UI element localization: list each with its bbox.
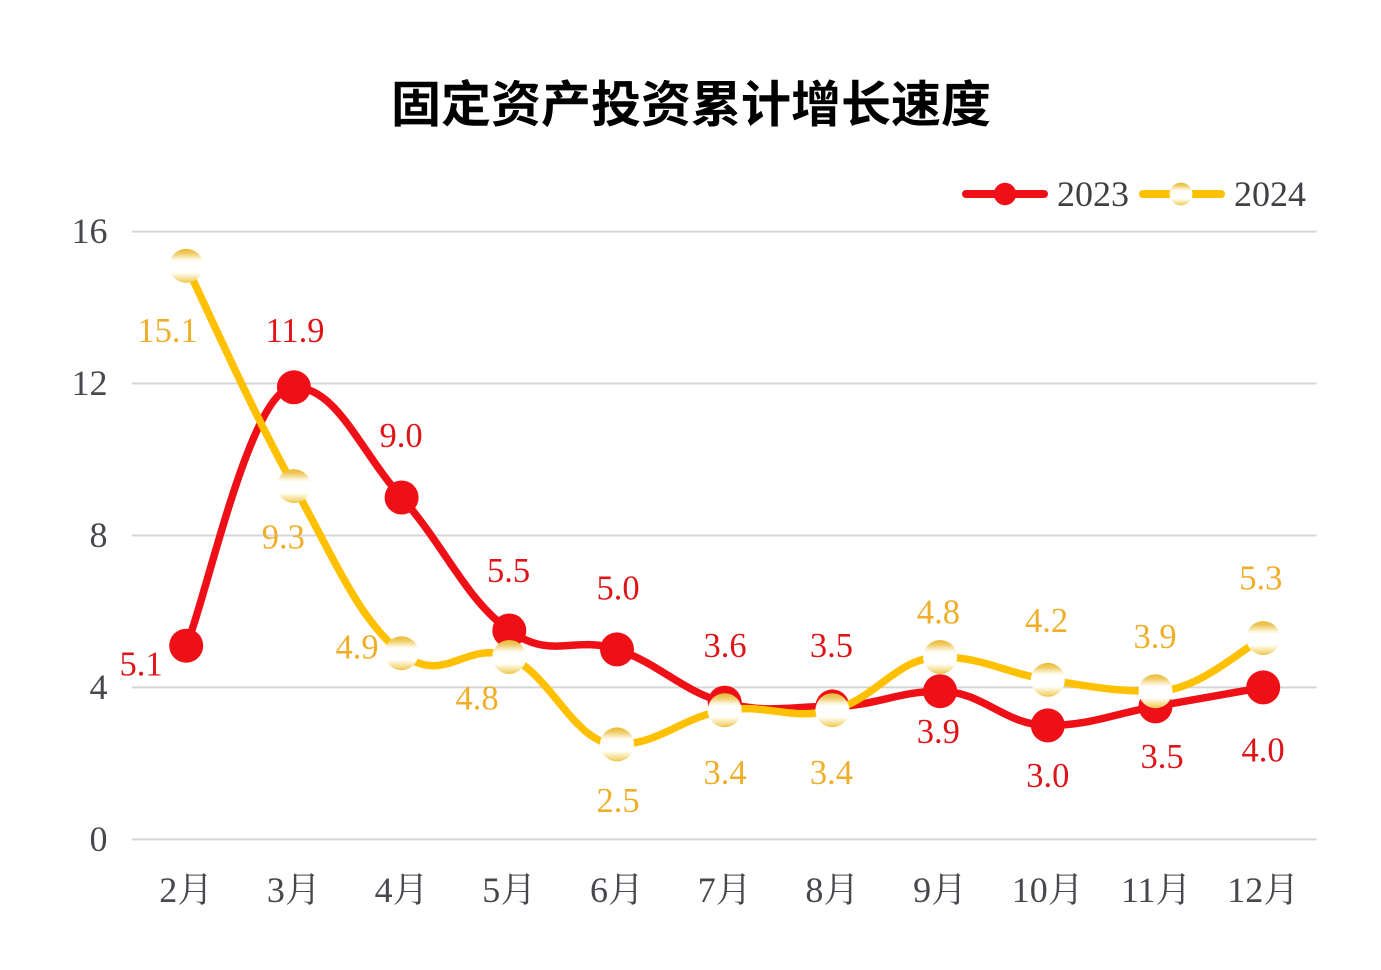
svg-text:4.0: 4.0 (1241, 732, 1284, 770)
svg-text:4.8: 4.8 (917, 594, 960, 632)
svg-text:9.0: 9.0 (379, 417, 422, 455)
svg-text:3.4: 3.4 (810, 754, 853, 792)
svg-text:6: 6 (590, 870, 608, 910)
svg-text:2024: 2024 (1234, 174, 1306, 214)
svg-text:7: 7 (698, 870, 716, 910)
svg-text:3.6: 3.6 (703, 627, 746, 665)
svg-text:8: 8 (805, 870, 823, 910)
svg-text:2.5: 2.5 (596, 782, 639, 820)
svg-text:11.9: 11.9 (265, 312, 324, 350)
svg-text:4: 4 (375, 870, 393, 910)
svg-text:4.9: 4.9 (335, 629, 378, 667)
svg-text:2023: 2023 (1057, 174, 1129, 214)
svg-text:5.3: 5.3 (1239, 560, 1282, 598)
svg-text:9: 9 (913, 870, 931, 910)
svg-text:3: 3 (267, 870, 285, 910)
svg-text:10: 10 (1012, 870, 1048, 910)
svg-text:9.3: 9.3 (262, 518, 305, 556)
svg-text:2: 2 (159, 870, 177, 910)
svg-text:5.1: 5.1 (119, 646, 162, 684)
svg-text:15.1: 15.1 (137, 312, 197, 350)
svg-text:4: 4 (90, 667, 108, 707)
svg-text:3.4: 3.4 (703, 754, 746, 792)
svg-text:5: 5 (482, 870, 500, 910)
svg-text:11: 11 (1121, 870, 1156, 910)
svg-text:3.9: 3.9 (917, 713, 960, 751)
svg-text:8: 8 (90, 515, 108, 555)
svg-text:5.0: 5.0 (596, 570, 639, 608)
svg-text:12: 12 (1227, 870, 1263, 910)
svg-text:3.0: 3.0 (1026, 757, 1069, 795)
svg-text:16: 16 (72, 211, 108, 251)
svg-text:4.2: 4.2 (1025, 602, 1068, 640)
svg-text:4.8: 4.8 (455, 680, 498, 718)
svg-text:0: 0 (90, 819, 108, 859)
svg-text:3.5: 3.5 (810, 627, 853, 665)
svg-text:12: 12 (72, 363, 108, 403)
svg-text:3.9: 3.9 (1133, 618, 1176, 656)
svg-text:3.5: 3.5 (1140, 738, 1183, 776)
svg-text:5.5: 5.5 (487, 552, 530, 590)
